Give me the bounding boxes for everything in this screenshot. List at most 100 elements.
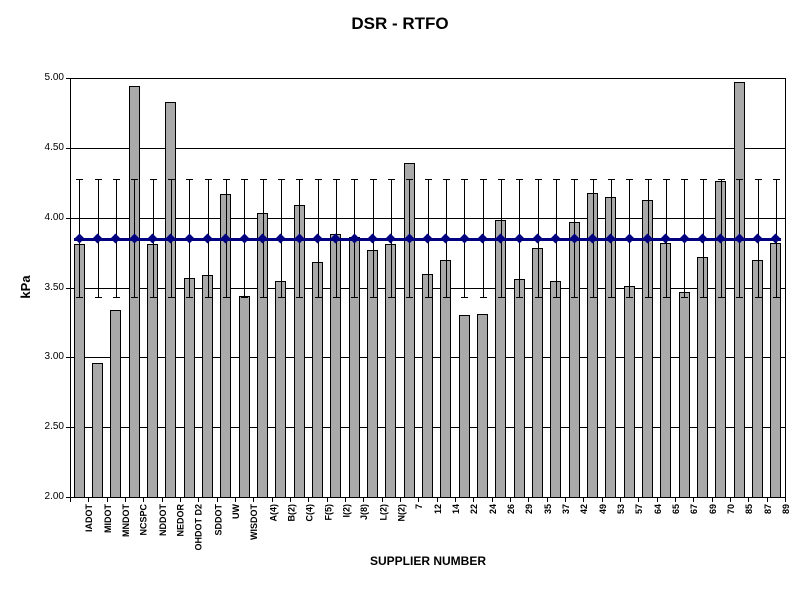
y-axis-tick — [66, 427, 70, 428]
error-bar-top-cap — [278, 179, 285, 180]
bar — [587, 193, 598, 498]
x-axis-tick — [198, 498, 199, 502]
x-tick-label: J(8) — [359, 504, 369, 521]
error-bar-bottom-cap — [645, 297, 652, 298]
y-tick-label: 2.00 — [44, 491, 64, 502]
x-tick-label: 70 — [726, 504, 736, 515]
x-axis-tick — [528, 498, 529, 502]
bar — [440, 260, 451, 498]
x-tick-label: MNDOT — [121, 504, 131, 537]
x-tick-label: 35 — [543, 504, 553, 515]
error-bar-top-cap — [553, 179, 560, 180]
x-axis-tick — [602, 498, 603, 502]
x-axis-tick — [638, 498, 639, 502]
x-axis-tick — [418, 498, 419, 502]
error-bar-bottom-cap — [498, 297, 505, 298]
bar — [624, 286, 635, 498]
error-bar-bottom-cap — [681, 297, 688, 298]
bar — [422, 274, 433, 498]
x-axis-tick — [565, 498, 566, 502]
bar — [605, 197, 616, 498]
x-tick-label: MIDOT — [103, 504, 113, 533]
x-axis-tick — [785, 498, 786, 502]
x-axis-tick — [162, 498, 163, 502]
x-axis-tick — [272, 498, 273, 502]
y-axis-tick — [66, 357, 70, 358]
error-bar-bottom-cap — [223, 297, 230, 298]
error-bar-top-cap — [388, 179, 395, 180]
x-axis-tick — [510, 498, 511, 502]
x-tick-label: 49 — [598, 504, 608, 515]
x-axis-tick — [620, 498, 621, 502]
error-bar-top-cap — [700, 179, 707, 180]
error-bar-top-cap — [645, 179, 652, 180]
x-tick-label: 42 — [579, 504, 589, 515]
x-axis-tick — [327, 498, 328, 502]
error-bar-top-cap — [333, 179, 340, 180]
x-tick-label: F(5) — [323, 504, 333, 521]
x-axis-tick — [345, 498, 346, 502]
error-bar-top-cap — [186, 179, 193, 180]
error-bar-top-cap — [406, 179, 413, 180]
bar — [679, 292, 690, 498]
x-tick-label: L(2) — [378, 504, 388, 521]
error-bar-top-cap — [205, 179, 212, 180]
error-bar-top-cap — [150, 179, 157, 180]
error-bar-top-cap — [590, 179, 597, 180]
error-bar-top-cap — [718, 179, 725, 180]
error-bar-bottom-cap — [76, 297, 83, 298]
y-tick-label: 2.50 — [44, 421, 64, 432]
y-axis-tick — [66, 148, 70, 149]
x-tick-label: OHDOT D2 — [194, 504, 204, 551]
error-bar-top-cap — [681, 179, 688, 180]
error-bar-bottom-cap — [278, 297, 285, 298]
error-bar-bottom-cap — [406, 297, 413, 298]
bar — [404, 163, 415, 498]
bar — [770, 243, 781, 498]
bar — [459, 315, 470, 498]
error-bar-bottom-cap — [425, 297, 432, 298]
x-axis-tick — [730, 498, 731, 502]
error-bar-bottom-cap — [443, 297, 450, 298]
x-axis-tick — [767, 498, 768, 502]
x-axis-title: SUPPLIER NUMBER — [369, 554, 486, 568]
x-axis-tick — [492, 498, 493, 502]
x-axis-tick — [437, 498, 438, 502]
y-tick-label: 3.50 — [44, 282, 64, 293]
bar — [550, 281, 561, 498]
error-bar-top-cap — [370, 179, 377, 180]
error-bar-top-cap — [168, 179, 175, 180]
y-axis-tick — [66, 218, 70, 219]
error-bar-top-cap — [425, 179, 432, 180]
x-axis-tick — [70, 498, 71, 502]
x-tick-label: 53 — [616, 504, 626, 515]
error-bar-bottom-cap — [535, 297, 542, 298]
x-tick-label: C(4) — [304, 504, 314, 522]
error-bar-bottom-cap — [626, 297, 633, 298]
bar — [92, 363, 103, 498]
x-tick-label: NEDOR — [176, 504, 186, 537]
x-axis-tick — [675, 498, 676, 502]
x-axis-tick — [217, 498, 218, 502]
bar — [642, 200, 653, 498]
x-axis-tick — [125, 498, 126, 502]
x-axis-tick — [143, 498, 144, 502]
error-bar-bottom-cap — [755, 297, 762, 298]
error-bar-top-cap — [113, 179, 120, 180]
error-bar-bottom-cap — [663, 297, 670, 298]
error-bar-bottom-cap — [260, 297, 267, 298]
bar — [752, 260, 763, 498]
x-tick-label: A(4) — [268, 504, 278, 522]
x-tick-label: 26 — [506, 504, 516, 515]
x-axis-tick — [107, 498, 108, 502]
bar — [477, 314, 488, 498]
error-bar-bottom-cap — [571, 297, 578, 298]
error-bar-bottom-cap — [333, 297, 340, 298]
error-bar-bottom-cap — [168, 297, 175, 298]
error-bar-top-cap — [296, 179, 303, 180]
error-bar-bottom-cap — [516, 297, 523, 298]
x-axis-tick — [180, 498, 181, 502]
error-bar-bottom-cap — [461, 297, 468, 298]
error-bar-top-cap — [480, 179, 487, 180]
